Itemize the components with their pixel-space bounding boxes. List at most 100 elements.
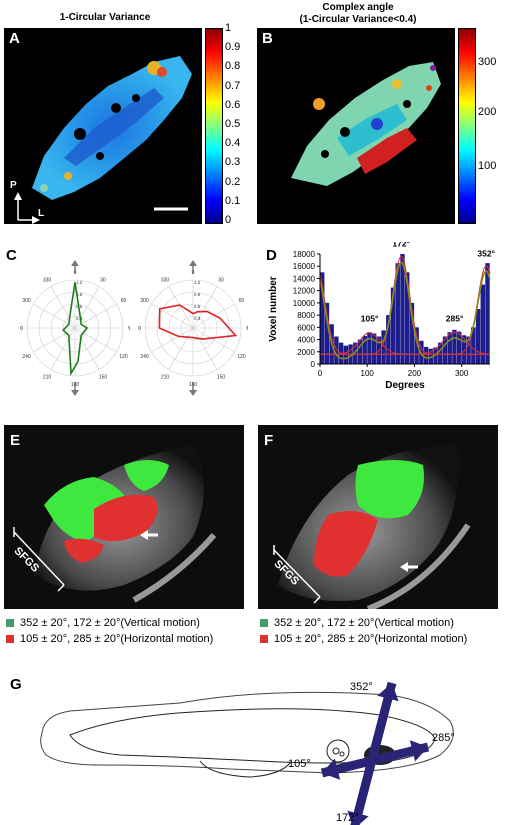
polar-trace (158, 304, 238, 340)
y-axis-label: Voxel number (268, 276, 279, 341)
motion-arrow-shaft (320, 742, 430, 778)
y-tick-label: 18000 (293, 250, 316, 259)
orientation-l: L (38, 208, 45, 219)
histogram-bar (433, 347, 438, 364)
colorbar-a-tick: 0.9 (225, 41, 241, 54)
polar-angle-label: 90 (128, 326, 130, 332)
colorbar-b-tick: 300 (478, 56, 497, 68)
histogram-bar (461, 335, 467, 364)
histogram-bar (456, 331, 462, 364)
polar-ring-label: 0.6 (194, 304, 201, 309)
legend-text: 105 ± 20°, 285 ± 20°(Horizontal motion) (274, 633, 468, 645)
peak-label: 172° (392, 242, 410, 249)
polar-spoke (192, 286, 218, 329)
polar-angle-label: 60 (121, 298, 127, 304)
legend-swatch-green (260, 619, 268, 627)
fit-component (319, 265, 491, 355)
polar-angle-label: 30 (100, 278, 106, 284)
legend-text: 105 ± 20°, 285 ± 20°(Horizontal motion) (20, 633, 214, 645)
peak-label: 352° (477, 248, 495, 258)
y-tick-label: 8000 (297, 311, 315, 320)
polar-angle-label: 150 (99, 374, 108, 380)
polar-angle-label: 300 (22, 298, 31, 304)
peak-label: 105° (361, 314, 379, 324)
polar-angle-label: 120 (237, 354, 246, 360)
polar-spoke (74, 286, 100, 329)
polar-plot-horizontal: 03303002702402101801501209060301.20.90.6… (138, 260, 248, 396)
legend-f-vertical: 352 ± 20°, 172 ± 20°(Vertical motion) (260, 617, 454, 629)
histogram-bar (442, 336, 448, 364)
zebrafish-diagram (40, 681, 454, 825)
colorbar-a (205, 28, 223, 224)
angle-105-label: 105° (288, 758, 311, 770)
legend-swatch-red (6, 635, 14, 643)
histogram-bar (320, 272, 325, 364)
polar-ring-label: 0.9 (76, 292, 83, 297)
polar-spoke (50, 327, 76, 370)
colorbar-a-tick: 0.5 (225, 118, 241, 130)
histogram-bar (395, 263, 400, 364)
histogram-bar (367, 332, 372, 364)
x-tick-label: 200 (408, 369, 422, 378)
histogram-bar (386, 315, 391, 364)
polar-ring-label: 1.2 (194, 280, 201, 285)
polar-spoke (192, 303, 235, 329)
polar-angle-label: 30 (218, 278, 224, 284)
colorbar-a-tick: 0.8 (225, 60, 241, 73)
polar-axis-arrowhead (71, 260, 79, 266)
polar-angle-label: 210 (161, 374, 170, 380)
y-tick-label: 16000 (293, 262, 316, 271)
histogram-bar (452, 329, 457, 364)
polar-angle-label: 240 (140, 354, 149, 360)
polar-ring-label: 0.3 (194, 316, 201, 321)
colorbar-a-tick: 0.6 (225, 98, 241, 111)
panel-b-label: B (262, 30, 273, 47)
colorbar-a-tick: 0.7 (225, 79, 241, 92)
histogram-bar (471, 327, 476, 364)
histogram-bar (409, 302, 415, 364)
y-tick-label: 2000 (297, 348, 315, 357)
histogram-bar (371, 333, 377, 364)
histogram-bar (334, 336, 339, 364)
colorbar-a-tick: 0.2 (225, 175, 241, 188)
polar-angle-label: 270 (138, 326, 141, 332)
polar-spoke (74, 327, 117, 353)
panel-f-image (258, 425, 498, 609)
motion-arrowhead (409, 740, 428, 762)
panel-b-title-line1: Complex angle (322, 2, 394, 13)
histogram-bar (376, 336, 382, 364)
orientation-p: P (10, 180, 17, 191)
polar-angle-label: 150 (217, 374, 226, 380)
polar-spoke (151, 303, 194, 329)
colorbar-b (458, 28, 476, 224)
polar-spoke (74, 327, 100, 370)
histogram-bar (381, 330, 386, 364)
fit-total (319, 261, 491, 360)
panel-b-title-line2: (1-Circular Variance<0.4) (299, 14, 417, 25)
panel-b-image (257, 28, 455, 224)
motion-arrowhead (322, 758, 341, 780)
motion-arrowhead (347, 810, 369, 825)
panel-a-title: 1-Circular Variance (59, 12, 151, 23)
x-tick-label: 300 (455, 369, 469, 378)
histogram-bar (428, 348, 434, 364)
angle-352-label: 352° (350, 681, 373, 693)
colorbar-b-tick: 100 (478, 160, 497, 172)
y-tick-label: 12000 (293, 287, 316, 296)
polar-angle-label: 270 (20, 326, 23, 332)
histogram-bar (466, 336, 471, 364)
legend-text: 352 ± 20°, 172 ± 20°(Vertical motion) (274, 617, 454, 629)
panel-g-label: G (10, 676, 22, 693)
polar-trace (62, 282, 89, 377)
panel-e-image (4, 425, 244, 609)
colorbar-a-tick: 0.3 (225, 156, 241, 169)
polar-ring-label: 1.2 (76, 280, 83, 285)
polar-axis-arrowhead (189, 260, 197, 266)
degree-histogram: 0200040006000800010000120001400016000180… (268, 242, 496, 391)
polar-angle-label: 300 (140, 298, 149, 304)
polar-spoke (151, 327, 194, 353)
histogram-bar (390, 287, 396, 364)
polar-angle-label: 330 (161, 278, 170, 284)
histogram-bar (447, 332, 452, 364)
polar-angle-label: 330 (43, 278, 52, 284)
